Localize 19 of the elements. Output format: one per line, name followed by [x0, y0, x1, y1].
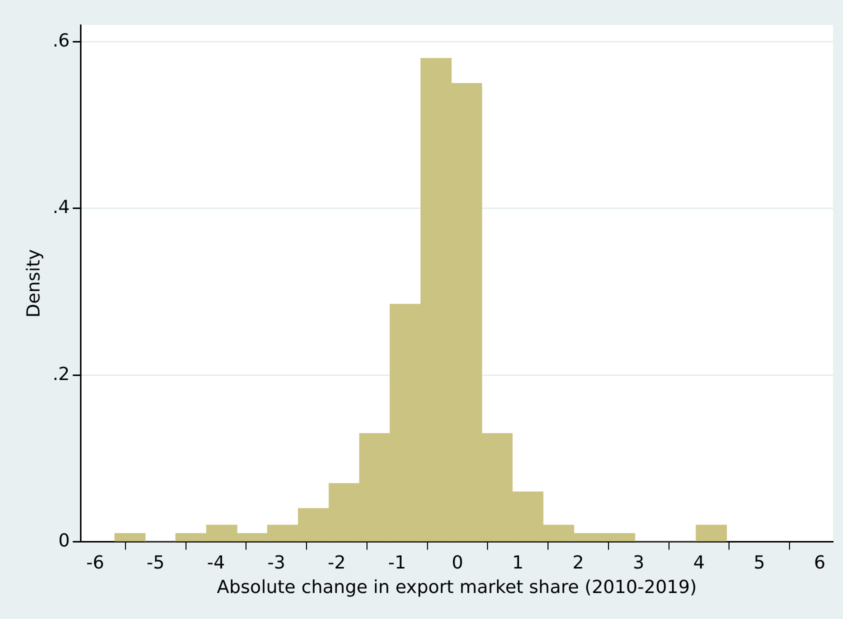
x-tick-label: 3: [632, 552, 644, 574]
x-tick-label: -4: [207, 552, 225, 574]
y-axis-title: Density: [23, 248, 44, 318]
y-tick-label: .6: [52, 30, 70, 52]
x-tick-label: 1: [512, 552, 524, 574]
y-tick-label: .2: [52, 364, 70, 385]
x-tick-label: 4: [693, 552, 705, 574]
y-tick-label: 0: [58, 530, 70, 552]
x-tick-label: 5: [754, 552, 766, 574]
y-tick-label: .4: [52, 197, 70, 218]
x-tick-label: -2: [328, 552, 346, 574]
x-tick-label: -5: [146, 552, 165, 574]
x-tick-label: -6: [86, 552, 104, 574]
x-tick-label: 6: [814, 552, 826, 574]
x-tick-label: 2: [572, 552, 584, 574]
x-axis-title: Absolute change in export market share (2010-2019): [216, 576, 697, 598]
x-tick-label: -3: [267, 552, 286, 574]
x-tick-label: 0: [452, 552, 464, 574]
x-tick-label: -1: [388, 552, 406, 574]
